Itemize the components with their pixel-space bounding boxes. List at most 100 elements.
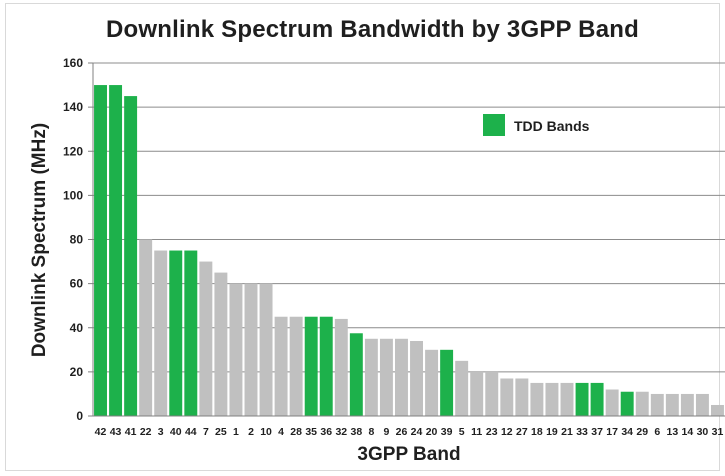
x-tick-label: 34 [621,426,633,438]
x-tick-label: 6 [654,426,660,438]
bar-band-12 [500,378,514,416]
bar-band-28 [289,316,303,416]
x-tick-label: 27 [516,426,528,438]
x-tick-label: 36 [320,426,332,438]
y-tick-label: 160 [63,56,83,70]
bar-band-34 [620,391,634,416]
bar-band-31 [711,404,724,416]
bar-band-22 [139,239,153,416]
bar-band-13 [665,393,679,416]
x-tick-label: 1 [233,426,239,438]
gridlines [93,62,725,373]
x-tick-label: 12 [501,426,513,438]
x-tick-label: 28 [290,426,302,438]
bar-band-4 [274,316,288,416]
x-tick-label: 29 [636,426,648,438]
y-tick-label: 40 [70,321,84,335]
x-tick-label: 40 [170,426,182,438]
bar-band-20 [425,349,439,416]
x-tick-label: 39 [441,426,453,438]
x-tick-label: 24 [411,426,423,438]
bar-band-21 [560,382,574,416]
x-tick-label: 33 [576,426,588,438]
bar-band-37 [590,382,604,416]
bar-band-7 [199,261,213,416]
bar-band-35 [304,316,318,416]
bar-band-24 [410,340,423,416]
x-tick-label: 37 [591,426,603,438]
x-tick-label: 31 [712,426,724,438]
bar-band-17 [605,389,619,416]
x-tick-label: 26 [396,426,408,438]
x-tick-label: 2 [248,426,254,438]
x-tick-label: 7 [203,426,209,438]
bar-band-11 [470,371,484,417]
x-tick-label: 4 [278,426,284,438]
bar-band-40 [169,250,183,416]
bars [94,85,724,417]
bar-band-3 [154,250,168,416]
y-tick-label: 60 [70,277,84,291]
x-tick-label: 10 [260,426,272,438]
x-tick-label: 23 [486,426,498,438]
x-tick-label: 9 [384,426,390,438]
x-tick-label: 13 [666,426,678,438]
bar-band-30 [695,393,709,416]
legend-swatch-tdd [483,114,505,136]
x-tick-label: 21 [561,426,573,438]
y-axis-title: Downlink Spectrum (MHz) [29,123,50,357]
x-tick-label: 41 [125,426,137,438]
x-tick-label: 3 [158,426,164,438]
x-tick-label: 22 [140,426,152,438]
y-tick-label: 100 [63,188,83,202]
bar-band-18 [530,382,544,416]
x-tick-label: 20 [426,426,438,438]
x-tick-label: 11 [471,426,482,438]
bar-band-19 [545,382,559,416]
bar-band-9 [379,338,393,416]
bar-band-2 [244,283,258,417]
x-tick-label: 5 [459,426,465,438]
x-tick-label: 43 [110,426,122,438]
bar-band-8 [364,338,378,416]
x-axis-title: 3GPP Band [357,444,460,465]
x-tick-label: 8 [368,426,374,438]
x-tick-label: 14 [682,426,694,438]
bar-band-6 [650,393,664,416]
bar-band-42 [94,85,107,416]
y-tick-label: 120 [63,144,83,158]
x-axis-ticks: 42 43 41 22 3 40 44 7 25 1 2 10 4 28 35 36 32 38 8 9 26 24 20 3… [95,426,724,438]
x-tick-label: 42 [95,426,107,438]
y-tick-label: 0 [76,409,83,423]
bar-band-26 [395,338,408,416]
y-tick-label: 20 [70,365,84,379]
x-tick-label: 17 [606,426,618,438]
x-tick-label: 35 [305,426,317,438]
bar-band-27 [515,378,529,416]
x-tick-label: 38 [350,426,362,438]
bar-band-1 [229,283,243,417]
legend-label-tdd: TDD Bands [514,118,590,134]
x-tick-label: 32 [335,426,347,438]
bar-band-43 [109,85,123,416]
bar-band-29 [635,391,649,416]
x-tick-label: 19 [546,426,558,438]
bar-band-14 [680,393,694,416]
y-tick-label: 80 [70,233,84,247]
bar-band-25 [214,272,228,416]
x-tick-label: 44 [185,426,197,438]
axes [92,63,725,417]
bar-band-33 [575,382,589,416]
legend: TDD Bands [483,114,590,136]
bar-band-38 [349,333,363,416]
bar-band-23 [485,371,499,417]
bar-band-41 [124,96,138,416]
chart-title: Downlink Spectrum Bandwidth by 3GPP Band [106,16,639,43]
bar-band-36 [319,316,333,416]
bar-band-44 [184,250,198,416]
x-tick-label: 30 [697,426,709,438]
bar-band-32 [334,318,348,416]
bar-band-10 [259,283,273,417]
bar-band-5 [455,360,469,416]
